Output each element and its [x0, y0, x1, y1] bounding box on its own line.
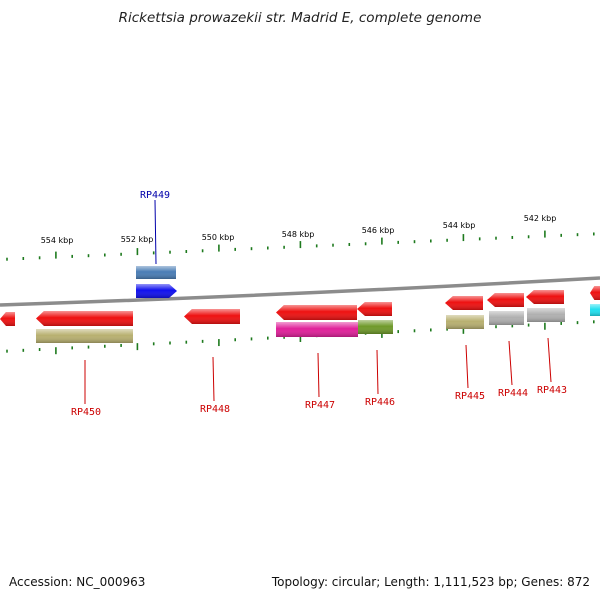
scale-label: 542 kbp	[524, 214, 557, 223]
gene-arrow-rp445[interactable]	[445, 296, 483, 310]
leader-line	[465, 344, 469, 389]
cog-block-grey[interactable]	[527, 308, 565, 322]
label-leader-lines	[84, 199, 552, 404]
scale-label: 550 kbp	[202, 233, 235, 242]
gene-arrow-rp447[interactable]	[276, 305, 357, 320]
gene-arrow-rp446[interactable]	[357, 302, 392, 316]
gene-label-rp449[interactable]: RP449	[140, 190, 170, 201]
gene-label-rp448[interactable]: RP448	[200, 404, 230, 415]
leader-line	[154, 199, 157, 265]
features-track	[0, 266, 600, 343]
gene-label-rp445[interactable]: RP445	[455, 391, 485, 402]
leader-line	[212, 356, 215, 402]
gene-arrow-partial[interactable]	[0, 312, 15, 326]
gene-label-rp447[interactable]: RP447	[305, 400, 335, 411]
cog-block-grey[interactable]	[489, 311, 524, 325]
gene-arrow-rp444[interactable]	[487, 293, 524, 307]
gene-label-rp446[interactable]: RP446	[365, 397, 395, 408]
gene-arrow-rp443[interactable]	[526, 290, 564, 304]
scale-label: 548 kbp	[282, 230, 315, 239]
genome-summary: Topology: circular; Length: 1,111,523 bp…	[271, 575, 590, 589]
cog-block-olive-tan[interactable]	[36, 329, 133, 343]
gene-label-rp444[interactable]: RP444	[498, 388, 528, 399]
genome-backbone	[0, 276, 600, 307]
scale-labels: 554 kbp 552 kbp 550 kbp 548 kbp 546 kbp 544 k…	[41, 214, 557, 245]
cog-block-magenta[interactable]	[276, 322, 358, 337]
scale-label: 546 kbp	[362, 226, 395, 235]
gene-label-rp450[interactable]: RP450	[71, 407, 101, 418]
cog-block-olive-tan[interactable]	[446, 315, 484, 329]
leader-line	[547, 337, 552, 383]
map-title: Rickettsia prowazekii str. Madrid E, com…	[118, 10, 482, 26]
cog-block-cyan[interactable]	[590, 304, 600, 316]
scale-label: 544 kbp	[443, 221, 476, 230]
leader-line	[376, 349, 379, 395]
gene-labels: RP449 RP450 RP448 RP447 RP446 RP445 RP444 RP443	[71, 190, 567, 418]
gene-arrow-rp449[interactable]	[136, 284, 177, 298]
cog-block-olive-green[interactable]	[358, 320, 393, 334]
scale-label: 554 kbp	[41, 236, 74, 245]
accession-label: Accession: NC_000963	[9, 575, 146, 589]
leader-line	[317, 352, 320, 398]
gene-arrow-rp448[interactable]	[184, 309, 240, 324]
tick-marks-outer	[6, 230, 595, 261]
cog-block-steel-blue[interactable]	[136, 266, 176, 279]
gene-arrow-partial[interactable]	[590, 286, 600, 300]
leader-line	[508, 340, 513, 386]
scale-label: 552 kbp	[121, 235, 154, 244]
gene-label-rp443[interactable]: RP443	[537, 385, 567, 396]
gene-arrow-rp450[interactable]	[36, 311, 133, 326]
